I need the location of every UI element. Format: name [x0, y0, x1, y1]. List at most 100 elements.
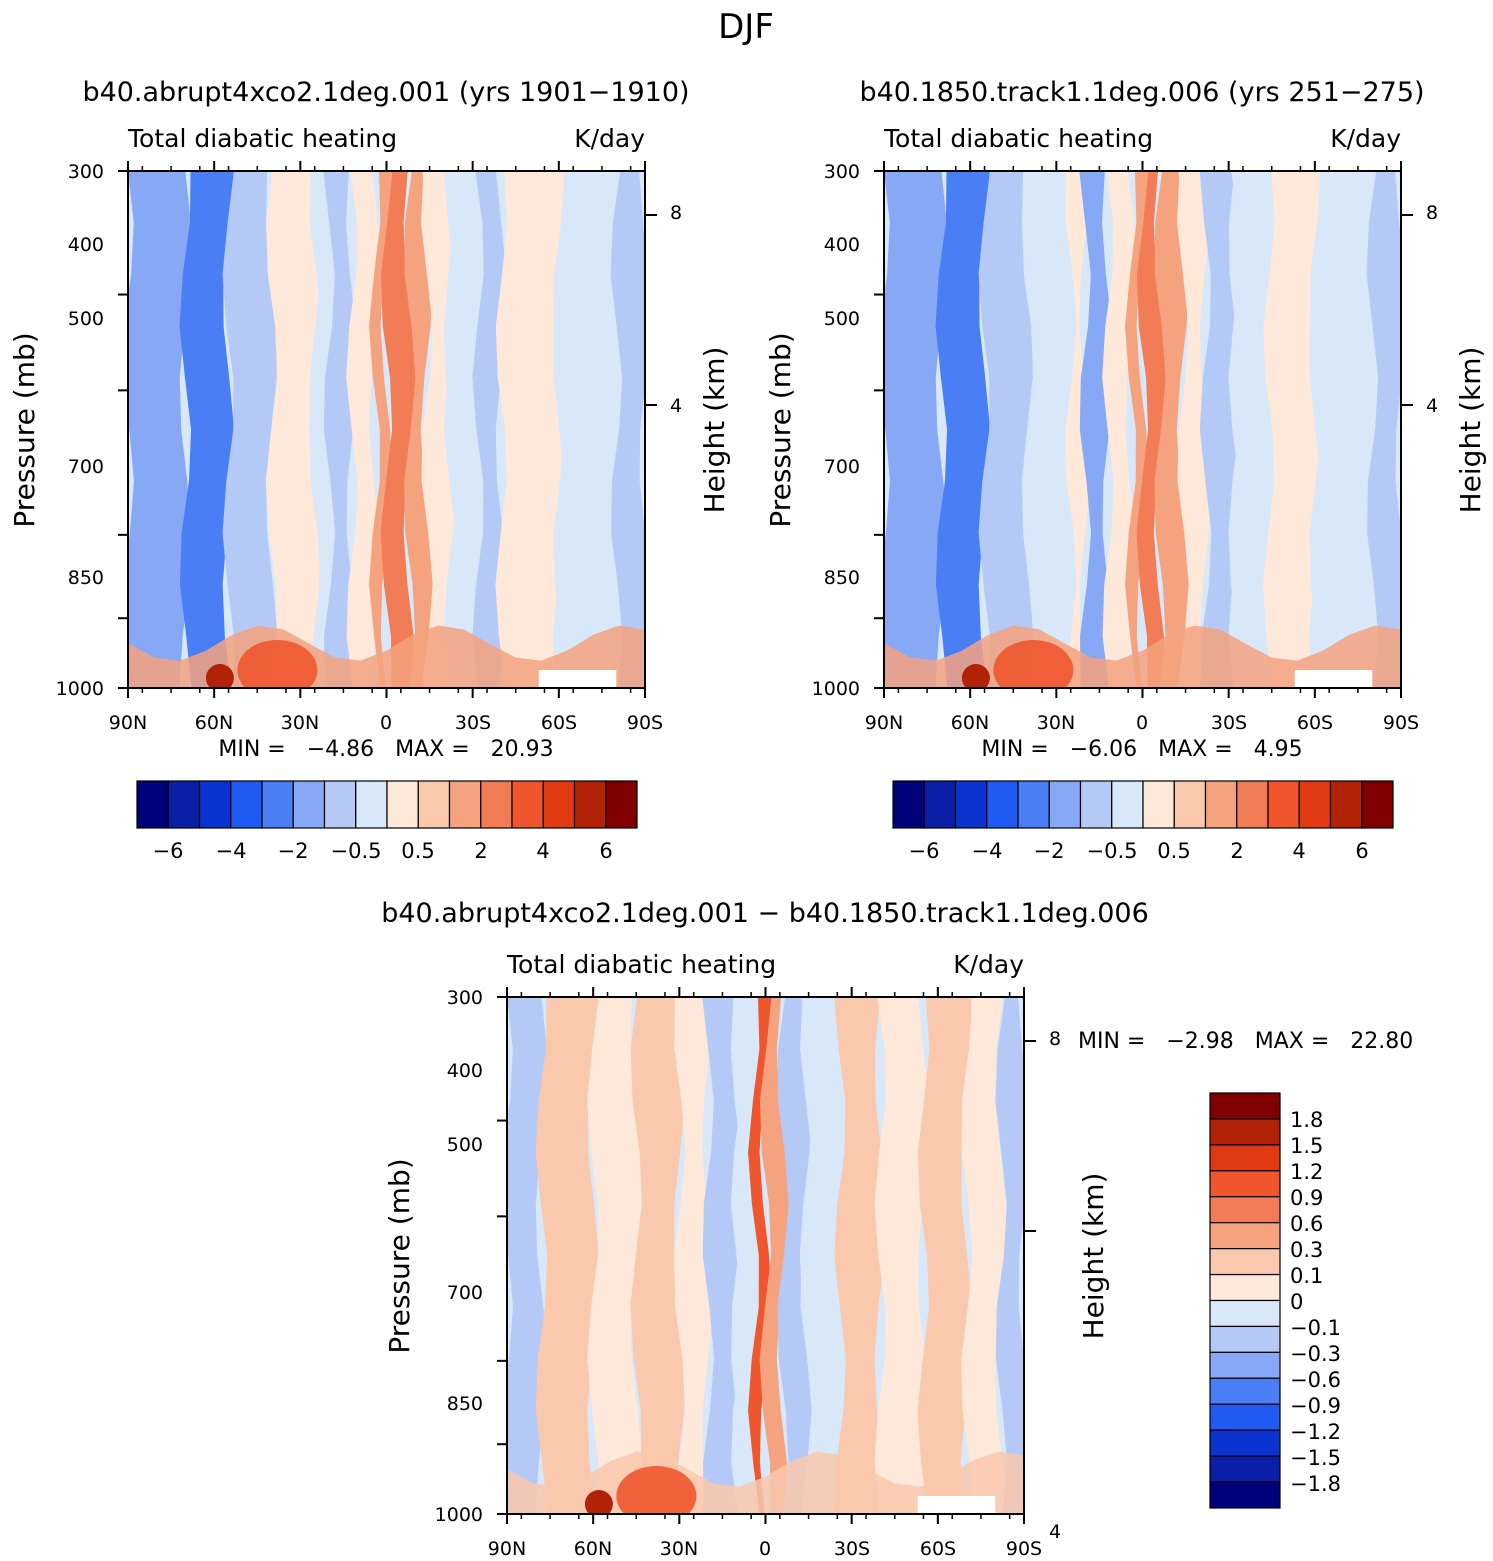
- x-tick-label: 90N: [865, 712, 903, 734]
- colorbar-swatch: [1209, 1248, 1281, 1276]
- colorbar-label: −0.1: [1290, 1316, 1341, 1340]
- contour-band: [884, 171, 948, 688]
- contour-band: [1125, 171, 1149, 688]
- y-axis-label: Pressure (mb): [383, 1158, 416, 1353]
- y-right-tick-label: 8: [1049, 1028, 1061, 1050]
- y-tick-label: 400: [68, 234, 104, 256]
- contour-band: [702, 997, 743, 1514]
- contour-maximum: [584, 1490, 613, 1514]
- y-tick-label: 400: [824, 234, 860, 256]
- x-tick-label: 90N: [488, 1538, 526, 1560]
- y-tick-label: 850: [68, 567, 104, 589]
- min-max-readout: MIN = −4.86 MAX = 20.93: [218, 737, 553, 762]
- y-tick-label: 700: [447, 1282, 483, 1304]
- colorbar-swatch: [1209, 1170, 1281, 1198]
- colorbar-swatch: [1204, 780, 1238, 829]
- colorbar-label: 1.8: [1290, 1108, 1323, 1132]
- colorbar-swatch: [136, 780, 169, 829]
- contour-band: [777, 997, 812, 1514]
- contour-band: [978, 171, 1034, 688]
- colorbar-swatch: [1209, 1351, 1281, 1379]
- y-tick-label: 500: [824, 308, 860, 330]
- y-tick-label: 1000: [56, 678, 104, 700]
- y-right-tick-labels: 8 4: [670, 202, 682, 417]
- colorbar-swatch: [448, 780, 482, 829]
- colorbar-swatch: [1209, 1196, 1281, 1224]
- colorbar-label: −0.6: [1290, 1368, 1341, 1392]
- colorbar-swatch: [1048, 780, 1082, 829]
- colorbar-label: 0.3: [1290, 1238, 1323, 1262]
- contour-band: [587, 997, 643, 1514]
- x-tick-label: 90N: [109, 712, 147, 734]
- colorbar-label: 0: [1290, 1290, 1303, 1314]
- contour-band: [1079, 171, 1114, 688]
- colorbar-swatch: [1209, 1144, 1281, 1172]
- contour-field: [507, 997, 1024, 1514]
- y-tick-label: 300: [447, 987, 483, 1009]
- colorbar: [136, 780, 638, 829]
- axis-ticks: [874, 161, 1413, 698]
- y-tick-label: 500: [447, 1134, 483, 1156]
- panel-title: b40.abrupt4xco2.1deg.001 − b40.1850.trac…: [381, 898, 1149, 929]
- colorbar-label: 2: [474, 839, 487, 863]
- colorbar-swatch: [1173, 780, 1207, 829]
- contour-field: [884, 171, 1401, 688]
- contour-band: [874, 997, 930, 1514]
- colorbar-swatch: [230, 780, 263, 829]
- contour-band: [1366, 171, 1401, 688]
- topography-mask: [538, 670, 617, 688]
- contour-band: [535, 997, 599, 1514]
- colorbar-label: 0.9: [1290, 1186, 1323, 1210]
- x-tick-label: 30S: [455, 712, 491, 734]
- colorbar: [892, 780, 1394, 829]
- colorbar-label: −2: [1034, 839, 1065, 863]
- colorbar-label: −0.5: [331, 839, 382, 863]
- contour-band: [404, 171, 433, 688]
- min-max-readout: MIN = −2.98 MAX = 22.80: [1078, 1029, 1413, 1054]
- contour-band: [495, 171, 565, 688]
- contour-band: [323, 171, 358, 688]
- contour-band: [265, 171, 321, 688]
- colorbar-labels: 1.8 1.5 1.2 0.9 0.6 0.3 0.1 0 −0.1 −0.3 …: [1290, 1108, 1341, 1496]
- colorbar-label: −1.2: [1290, 1420, 1341, 1444]
- x-axis-tick-labels: 90N 60N 30N 0 30S 60S 90S: [488, 1538, 1042, 1560]
- contour-band: [1176, 171, 1212, 688]
- colorbar-swatch: [355, 780, 388, 829]
- contour-band: [961, 997, 1007, 1514]
- x-tick-label: 30N: [281, 712, 319, 734]
- colorbar-label: −1.5: [1290, 1446, 1341, 1470]
- panel-1850-control: b40.1850.track1.1deg.006 (yrs 251−275) T…: [764, 77, 1487, 863]
- contour-band: [128, 171, 192, 688]
- colorbar-label: −0.5: [1087, 839, 1138, 863]
- colorbar-swatch: [480, 780, 513, 829]
- colorbar-label: −2: [278, 839, 309, 863]
- contour-field: [128, 171, 645, 688]
- colorbar: [1209, 1092, 1281, 1509]
- contour-band: [1154, 171, 1189, 688]
- colorbar-swatch: [1209, 1455, 1281, 1483]
- y-tick-label: 1000: [812, 678, 860, 700]
- contour-band: [222, 171, 278, 688]
- colorbar-label: 4: [1292, 839, 1305, 863]
- x-tick-label: 0: [1136, 712, 1148, 734]
- x-tick-label: 60N: [195, 712, 233, 734]
- x-tick-label: 30S: [1211, 712, 1247, 734]
- colorbar-label: 2: [1230, 839, 1243, 863]
- x-tick-label: 30N: [660, 1538, 698, 1560]
- contour-band: [1021, 171, 1077, 688]
- x-tick-label: 60N: [574, 1538, 612, 1560]
- subtitle-right: K/day: [953, 950, 1024, 979]
- colorbar-swatch: [1209, 1481, 1281, 1509]
- colorbar-swatch: [573, 780, 607, 829]
- contour-band: [1064, 171, 1091, 688]
- colorbar-swatch: [386, 780, 419, 829]
- axis-ticks: [497, 987, 1036, 1524]
- y-tick-label: 300: [68, 161, 104, 183]
- contour-band: [917, 997, 973, 1514]
- y-tick-label: 300: [824, 161, 860, 183]
- x-tick-label: 30S: [834, 1538, 870, 1560]
- colorbar-swatch: [986, 780, 1019, 829]
- colorbar-label: 6: [1355, 839, 1368, 863]
- y-tick-label: 850: [824, 567, 860, 589]
- colorbar-label: 0.5: [401, 839, 434, 863]
